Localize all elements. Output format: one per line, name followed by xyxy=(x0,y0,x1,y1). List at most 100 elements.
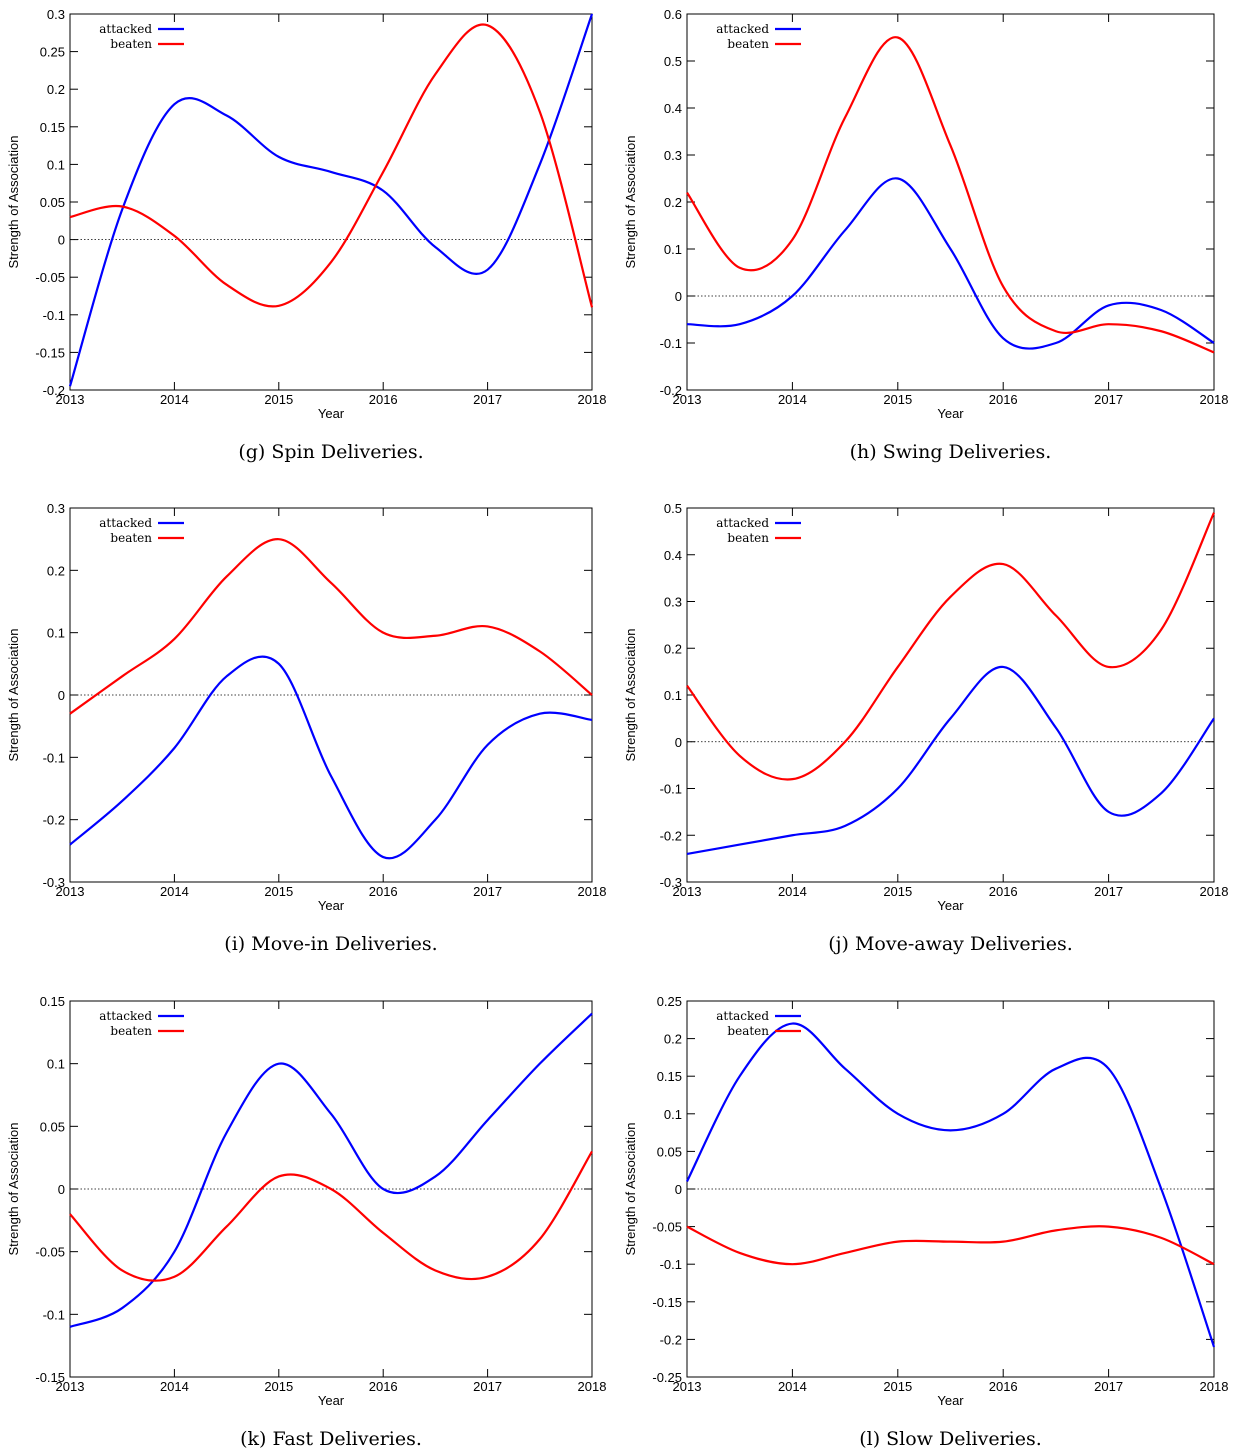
chart: -0.15 -0.1 -0.05 0 0.05 0.1 0.15 2013 2014 2015 20… xyxy=(6,994,606,1450)
x-axis-label: Year xyxy=(318,1393,345,1408)
x-tick-label: 2015 xyxy=(264,884,293,899)
y-tick-label: -0.15 xyxy=(35,1370,65,1385)
line-series xyxy=(69,1150,593,1282)
y-tick-label: -0.1 xyxy=(660,336,682,351)
y-tick-label: 0.15 xyxy=(40,994,65,1009)
caption: (k) Fast Deliveries. xyxy=(240,1428,422,1450)
y-tick-label: -0.05 xyxy=(652,1220,682,1235)
y-tick-label: -0.2 xyxy=(43,813,65,828)
y-tick-label: -0.1 xyxy=(43,308,65,323)
x-tick-label: 2017 xyxy=(1094,1379,1123,1394)
y-tick-label: 0.5 xyxy=(664,501,682,516)
y-tick-label: 0.2 xyxy=(664,195,682,210)
y-tick-label: 0.2 xyxy=(47,563,65,578)
y-tick-label: 0.1 xyxy=(664,688,682,703)
chart: -0.3 -0.2 -0.1 0 0.1 0.2 0.3 2013 2014 2015 2016 20… xyxy=(6,501,606,955)
y-tick-label: -0.2 xyxy=(660,383,682,398)
y-axis-label: Strength of Association xyxy=(6,1123,21,1256)
x-tick-label: 2016 xyxy=(989,884,1018,899)
y-tick-label: -0.15 xyxy=(652,1295,682,1310)
chart: -0.25 -0.2 -0.15 -0.1 -0.05 0 0.05 0.1 0.15 0.2 0.… xyxy=(623,994,1228,1450)
y-tick-label: -0.1 xyxy=(660,782,682,797)
y-tick-label: -0.2 xyxy=(660,1332,682,1347)
caption: (h) Swing Deliveries. xyxy=(850,441,1052,463)
legend-label: beaten xyxy=(727,531,769,545)
x-axis-label: Year xyxy=(937,898,964,913)
y-tick-label: -0.1 xyxy=(660,1257,682,1272)
y-tick-label: 0.05 xyxy=(657,1144,682,1159)
chart: -0.2 -0.15 -0.1 -0.05 0 0.05 0.1 0.15 0.2 0.25 0.3… xyxy=(6,7,606,463)
x-tick-label: 2014 xyxy=(778,884,807,899)
legend-label: beaten xyxy=(110,37,152,51)
x-tick-label: 2013 xyxy=(673,1379,702,1394)
y-tick-label: 0.3 xyxy=(47,501,65,516)
x-tick-label: 2018 xyxy=(1200,392,1229,407)
x-tick-label: 2016 xyxy=(369,884,398,899)
y-tick-label: -0.3 xyxy=(43,875,65,890)
x-tick-label: 2015 xyxy=(264,392,293,407)
line-series xyxy=(686,177,1215,350)
line-series xyxy=(686,36,1215,354)
y-tick-label: 0 xyxy=(675,735,682,750)
y-tick-label: 0.25 xyxy=(657,994,682,1009)
x-tick-label: 2018 xyxy=(1200,884,1229,899)
y-tick-label: 0.15 xyxy=(40,120,65,135)
y-tick-label: 0.4 xyxy=(664,101,682,116)
x-tick-label: 2015 xyxy=(883,392,912,407)
chart: -0.2 -0.1 0 0.1 0.2 0.3 0.4 0.5 0.6 2013 2014 2015 2… xyxy=(623,7,1228,463)
y-tick-label: 0 xyxy=(675,1182,682,1197)
y-tick-label: 0.1 xyxy=(47,157,65,172)
x-tick-label: 2017 xyxy=(1094,884,1123,899)
x-tick-label: 2016 xyxy=(369,392,398,407)
x-tick-label: 2013 xyxy=(56,1379,85,1394)
y-axis-label: Strength of Association xyxy=(6,629,21,762)
x-tick-label: 2017 xyxy=(473,884,502,899)
y-tick-label: 0 xyxy=(675,289,682,304)
y-tick-label: 0.3 xyxy=(47,7,65,22)
x-tick-label: 2016 xyxy=(989,1379,1018,1394)
y-tick-label: 0.15 xyxy=(657,1069,682,1084)
x-axis-label: Year xyxy=(318,406,345,421)
caption: (j) Move-away Deliveries. xyxy=(828,933,1073,955)
y-tick-label: -0.1 xyxy=(43,750,65,765)
legend-label: attacked xyxy=(99,1009,152,1023)
y-tick-label: 0.1 xyxy=(664,242,682,257)
y-tick-label: -0.05 xyxy=(35,1245,65,1260)
x-tick-label: 2017 xyxy=(1094,392,1123,407)
legend-label: attacked xyxy=(99,516,152,530)
y-tick-label: 0.1 xyxy=(664,1107,682,1122)
y-tick-label: 0.05 xyxy=(40,195,65,210)
y-axis-label: Strength of Association xyxy=(623,629,638,762)
y-tick-label: 0.1 xyxy=(47,1057,65,1072)
y-tick-label: -0.15 xyxy=(35,345,65,360)
y-tick-label: 0.3 xyxy=(664,148,682,163)
line-series xyxy=(686,512,1216,781)
y-tick-label: 0 xyxy=(58,1182,65,1197)
x-tick-label: 2015 xyxy=(883,884,912,899)
x-tick-label: 2014 xyxy=(778,1379,807,1394)
line-series xyxy=(686,1022,1216,1348)
y-tick-label: 0.2 xyxy=(664,641,682,656)
y-tick-label: 0.2 xyxy=(47,82,65,97)
legend-label: attacked xyxy=(716,22,769,36)
line-series xyxy=(69,23,594,308)
x-tick-label: 2018 xyxy=(1200,1379,1229,1394)
y-tick-label: -0.25 xyxy=(652,1370,682,1385)
caption: (i) Move-in Deliveries. xyxy=(224,933,437,955)
y-tick-label: 0.2 xyxy=(664,1032,682,1047)
x-tick-label: 2015 xyxy=(264,1379,293,1394)
x-tick-label: 2014 xyxy=(778,392,807,407)
y-tick-label: 0.25 xyxy=(40,45,65,60)
plot-frame xyxy=(686,507,1215,883)
plot-frame xyxy=(686,13,1215,391)
line-series xyxy=(686,1225,1215,1266)
line-series xyxy=(69,538,593,715)
line-series xyxy=(686,665,1215,856)
x-tick-label: 2017 xyxy=(473,1379,502,1394)
y-axis-label: Strength of Association xyxy=(623,136,638,269)
legend-label: beaten xyxy=(110,1024,152,1038)
x-tick-label: 2014 xyxy=(160,1379,189,1394)
x-axis-label: Year xyxy=(937,1393,964,1408)
x-tick-label: 2013 xyxy=(56,884,85,899)
